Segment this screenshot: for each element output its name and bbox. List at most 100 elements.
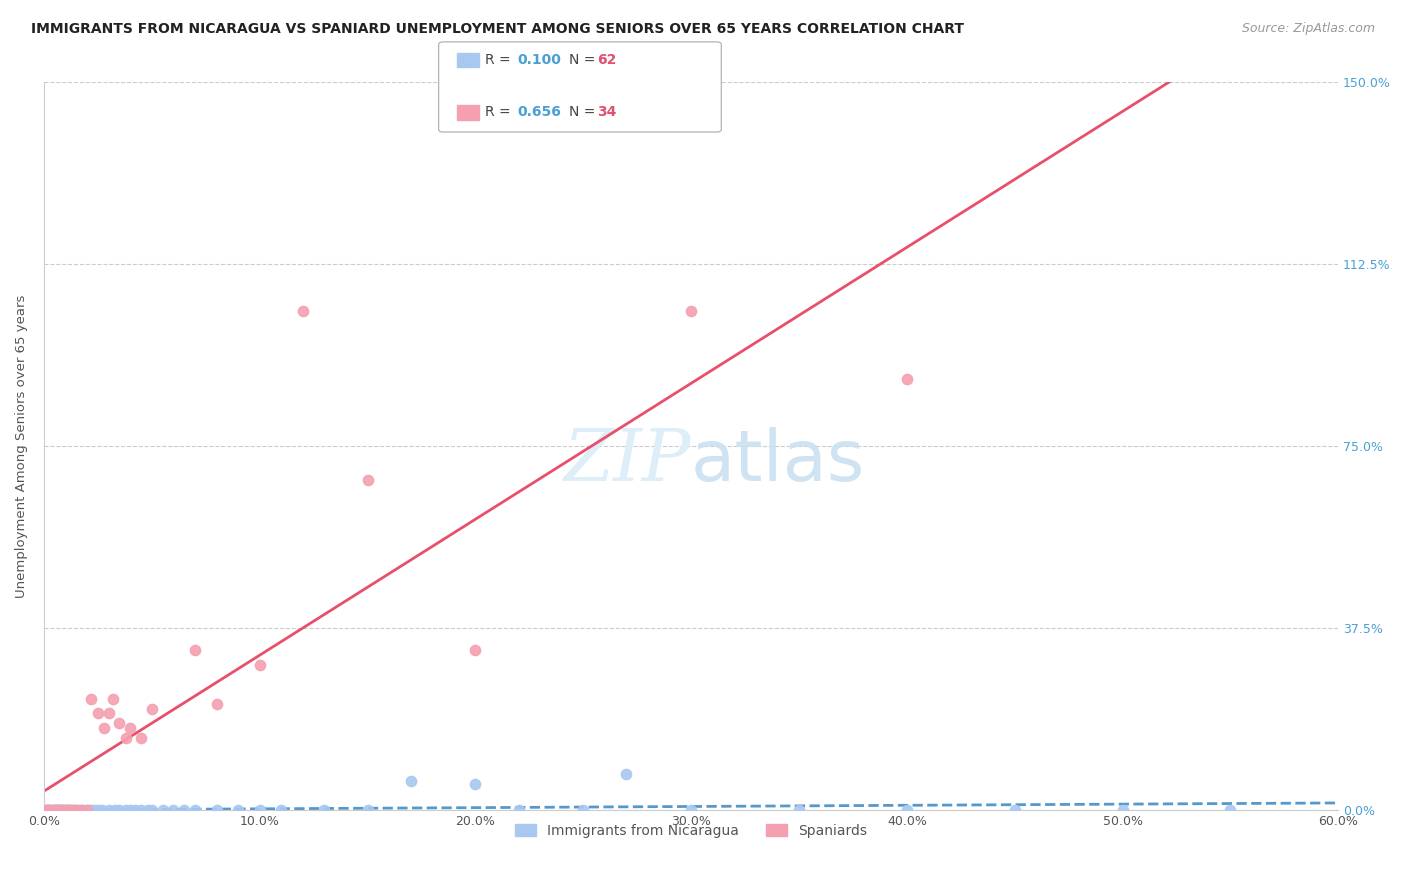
Point: [44, 804, 66, 818]
Point: [896, 371, 918, 385]
Point: [45, 804, 67, 818]
Text: 0.100: 0.100: [517, 53, 561, 67]
Point: [37, 804, 59, 818]
Point: [356, 474, 378, 488]
Point: [152, 804, 174, 818]
Point: [314, 804, 336, 818]
Point: [41, 804, 63, 818]
Point: [51, 804, 73, 818]
Point: [120, 721, 142, 735]
Text: ZIP: ZIP: [564, 425, 692, 496]
Point: [65, 804, 87, 818]
Point: [205, 697, 228, 711]
Point: [44, 804, 66, 818]
Point: [270, 804, 292, 818]
Point: [55, 804, 77, 818]
Point: [1004, 804, 1026, 818]
Point: [59, 804, 82, 818]
Point: [108, 716, 131, 731]
Point: [55, 804, 77, 818]
Point: [35, 804, 58, 818]
Point: [69, 804, 91, 818]
Point: [115, 804, 138, 818]
Text: N =: N =: [569, 53, 600, 67]
Point: [76, 804, 98, 818]
Point: [464, 643, 486, 657]
Point: [65, 804, 87, 818]
Text: R =: R =: [485, 53, 515, 67]
Text: 62: 62: [598, 53, 617, 67]
Point: [55, 804, 77, 818]
Point: [93, 721, 115, 735]
Point: [141, 701, 163, 715]
Point: [291, 303, 314, 318]
Point: [41, 804, 63, 818]
Point: [60, 804, 83, 818]
Point: [184, 804, 207, 818]
Point: [56, 804, 79, 818]
Point: [136, 804, 159, 818]
Legend: Immigrants from Nicaragua, Spaniards: Immigrants from Nicaragua, Spaniards: [509, 819, 873, 844]
Point: [45, 804, 67, 818]
Point: [129, 731, 152, 745]
Point: [60, 804, 83, 818]
Point: [37, 804, 59, 818]
Point: [52, 804, 75, 818]
Point: [399, 774, 422, 789]
Point: [141, 804, 163, 818]
Point: [249, 804, 271, 818]
Point: [39, 804, 62, 818]
Point: [41, 804, 63, 818]
Point: [52, 804, 75, 818]
Point: [72, 804, 94, 818]
Point: [48, 804, 70, 818]
Point: [896, 804, 918, 818]
Text: IMMIGRANTS FROM NICARAGUA VS SPANIARD UNEMPLOYMENT AMONG SENIORS OVER 65 YEARS C: IMMIGRANTS FROM NICARAGUA VS SPANIARD UN…: [31, 22, 965, 37]
Point: [162, 804, 184, 818]
Text: N =: N =: [569, 105, 600, 120]
Point: [48, 804, 70, 818]
Point: [787, 804, 810, 818]
Point: [464, 777, 486, 791]
Point: [44, 804, 66, 818]
Point: [39, 804, 62, 818]
Point: [51, 804, 73, 818]
Point: [76, 804, 98, 818]
Point: [97, 706, 120, 721]
Point: [80, 804, 103, 818]
Point: [63, 804, 86, 818]
Text: 34: 34: [598, 105, 617, 120]
Point: [69, 804, 91, 818]
Point: [124, 804, 146, 818]
Point: [1111, 804, 1133, 818]
Point: [83, 804, 105, 818]
Point: [48, 804, 70, 818]
Point: [91, 804, 114, 818]
Point: [681, 303, 703, 318]
Point: [35, 804, 58, 818]
Point: [184, 643, 207, 657]
Text: R =: R =: [485, 105, 515, 120]
Point: [226, 804, 249, 818]
Point: [87, 706, 110, 721]
Point: [249, 657, 271, 672]
Text: Source: ZipAtlas.com: Source: ZipAtlas.com: [1241, 22, 1375, 36]
Point: [508, 804, 530, 818]
Point: [77, 804, 100, 818]
Point: [120, 804, 142, 818]
Point: [87, 804, 110, 818]
Point: [104, 804, 127, 818]
Text: 0.656: 0.656: [517, 105, 561, 120]
Y-axis label: Unemployment Among Seniors over 65 years: Unemployment Among Seniors over 65 years: [15, 294, 28, 599]
Point: [1219, 804, 1241, 818]
Point: [205, 804, 228, 818]
Point: [129, 804, 152, 818]
Point: [108, 804, 131, 818]
Point: [572, 804, 595, 818]
Point: [173, 804, 195, 818]
Point: [616, 767, 638, 781]
Point: [356, 804, 378, 818]
Point: [45, 804, 67, 818]
Point: [56, 804, 79, 818]
Point: [39, 804, 62, 818]
